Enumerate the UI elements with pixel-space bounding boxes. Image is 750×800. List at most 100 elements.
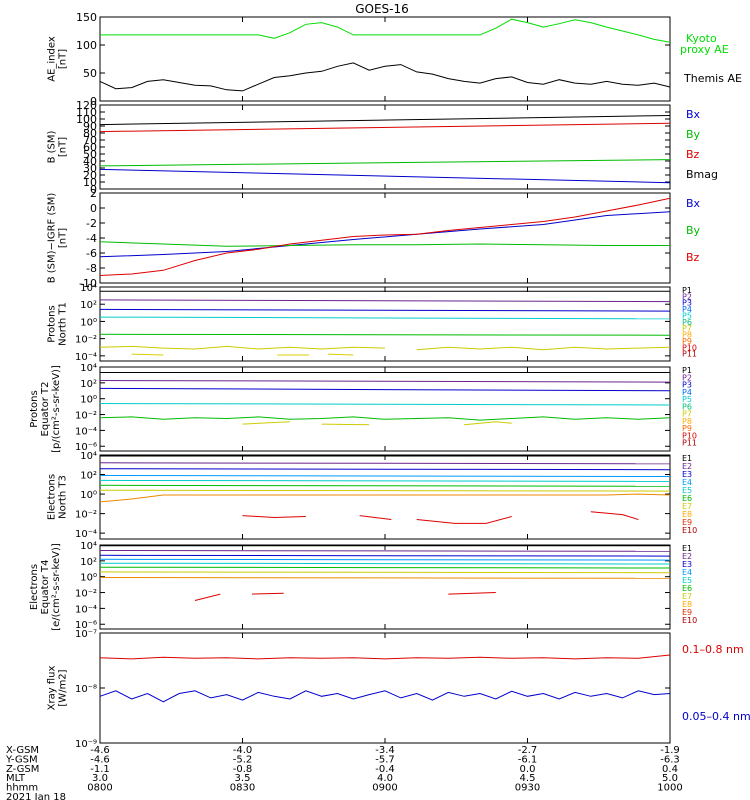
- series-line-en-8: [242, 515, 306, 519]
- legend-entry: P5: [682, 311, 692, 320]
- panel-frame: [99, 366, 671, 452]
- legend-entry: P2: [682, 373, 692, 382]
- legend-entry: P3: [682, 299, 692, 308]
- series-line-pn-6: [416, 346, 671, 351]
- series-line-en-1: [99, 462, 671, 465]
- y-tick-label: 10²: [80, 557, 97, 568]
- series-line-pn-9: [327, 353, 354, 356]
- legend-entry: Bx: [686, 108, 701, 121]
- legend-entry: E1: [682, 544, 692, 553]
- y-tick-label: 50: [83, 148, 97, 161]
- y-tick-label: 10⁻⁴: [75, 529, 97, 540]
- y-tick-label: 10⁻²: [75, 411, 97, 422]
- legend-entry: E10: [682, 616, 697, 625]
- series-line-bz: [99, 122, 671, 133]
- x-row-value: 1000: [657, 783, 682, 794]
- series-line-pe-7: [464, 421, 512, 426]
- legend-themis: Themis AE: [683, 72, 742, 85]
- series-line-bx: [99, 168, 671, 184]
- legend-entry: P6: [682, 402, 692, 411]
- series-line-pe-4: [99, 416, 671, 421]
- series-line-en-10: [416, 516, 512, 524]
- x-row-value: 0.0: [520, 764, 536, 775]
- series-line-ee-1: [99, 550, 671, 552]
- x-row-label: Z-GSM: [6, 764, 39, 775]
- x-row-value: 0830: [230, 783, 255, 794]
- y-tick-label: 50: [83, 67, 97, 80]
- legend-entry: P8: [682, 417, 692, 426]
- y-tick-label: 10⁴: [80, 541, 97, 552]
- y-tick-label: -6: [86, 247, 97, 260]
- x-row-value: -5.7: [375, 754, 395, 765]
- x-row-value: 3.0: [92, 773, 108, 784]
- series-line-pn-5: [99, 345, 386, 350]
- legend-entry: P1: [682, 286, 692, 295]
- series-line-pe-2: [99, 387, 671, 392]
- y-axis-label: Equator T4: [40, 560, 51, 615]
- y-tick-label: -2: [86, 217, 97, 230]
- legend-entry: P4: [682, 388, 692, 397]
- series-line-pe-6: [321, 423, 370, 426]
- y-tick-label: 10⁻²: [75, 510, 97, 521]
- y-tick-label: 10²: [80, 300, 97, 311]
- y-tick-label: 70: [83, 134, 97, 147]
- y-tick-label: 150: [76, 11, 97, 24]
- panel-frame: [99, 632, 671, 744]
- series-line-ee-9: [251, 592, 284, 595]
- y-tick-label: 10⁴: [80, 451, 97, 462]
- legend-entry: E2: [682, 552, 692, 561]
- x-row-value: -2.7: [518, 745, 538, 756]
- series-line-en-3: [99, 475, 671, 477]
- legend-entry: E3: [682, 560, 692, 569]
- legend-entry: Bz: [686, 251, 700, 264]
- x-row-value: -6.3: [660, 754, 680, 765]
- legend-entry: P6: [682, 318, 692, 327]
- series-line-en-9: [359, 515, 392, 520]
- series-line-ee-2: [99, 554, 671, 557]
- legend-entry: E9: [682, 518, 692, 527]
- y-tick-label: 0: [90, 183, 97, 196]
- legend-entry: E6: [682, 584, 692, 593]
- y-axis-label: Xray flux: [47, 666, 58, 711]
- series-line-en-7: [99, 493, 671, 503]
- legend-entry: E10: [682, 526, 697, 535]
- panel-ee: 10⁴ 10² 10⁰ 10⁻² 10⁻⁴ 10⁻⁶ Electrons Equator T4…: [29, 541, 697, 631]
- y-tick-label: 10⁻²: [75, 589, 97, 600]
- series-line-pn-7: [131, 353, 164, 356]
- legend-entry: 0.05–0.4 nm: [682, 710, 750, 723]
- panel-frame: [99, 16, 671, 102]
- y-tick-label: 10⁻⁷: [75, 629, 97, 640]
- y-tick-label: 60: [83, 141, 97, 154]
- y-tick-label: 10⁰: [80, 573, 97, 584]
- x-row-value: 0.4: [662, 764, 678, 775]
- y-axis-label: [nT]: [58, 49, 69, 69]
- series-line-ee-4: [99, 562, 671, 565]
- legend-entry: Bx: [686, 197, 701, 210]
- x-row-value: -0.4: [375, 764, 395, 775]
- legend-entry: E4: [682, 478, 692, 487]
- legend-entry: P2: [682, 292, 692, 301]
- legend-entry: P7: [682, 410, 692, 419]
- series-line-en-2: [99, 468, 671, 471]
- legend-entry: P3: [682, 381, 692, 390]
- series-line-themis-ae: [99, 62, 671, 92]
- y-axis-label: [nT]: [58, 137, 69, 157]
- legend-entry: By: [686, 224, 701, 237]
- x-row-value: -4.6: [90, 754, 110, 765]
- series-line-pn-1: [99, 299, 671, 303]
- legend-entry: Bz: [686, 148, 700, 161]
- y-tick-label: 10⁻²: [75, 335, 97, 346]
- series-line-kyoto-proxy-ae: [100, 18, 671, 43]
- y-axis-label: AE_index: [47, 36, 58, 82]
- legend-entry: P8: [682, 331, 692, 340]
- series-line-pn-2: [99, 308, 671, 312]
- series-line-pe-1: [99, 380, 671, 383]
- series-line-ee-8: [194, 593, 221, 601]
- x-row-value: -4.6: [90, 745, 110, 756]
- series-line-by: [99, 241, 670, 247]
- series-line-pe-5: [242, 421, 291, 425]
- legend-kyoto-2: proxy AE: [680, 43, 729, 56]
- x-row-value: -6.1: [518, 754, 538, 765]
